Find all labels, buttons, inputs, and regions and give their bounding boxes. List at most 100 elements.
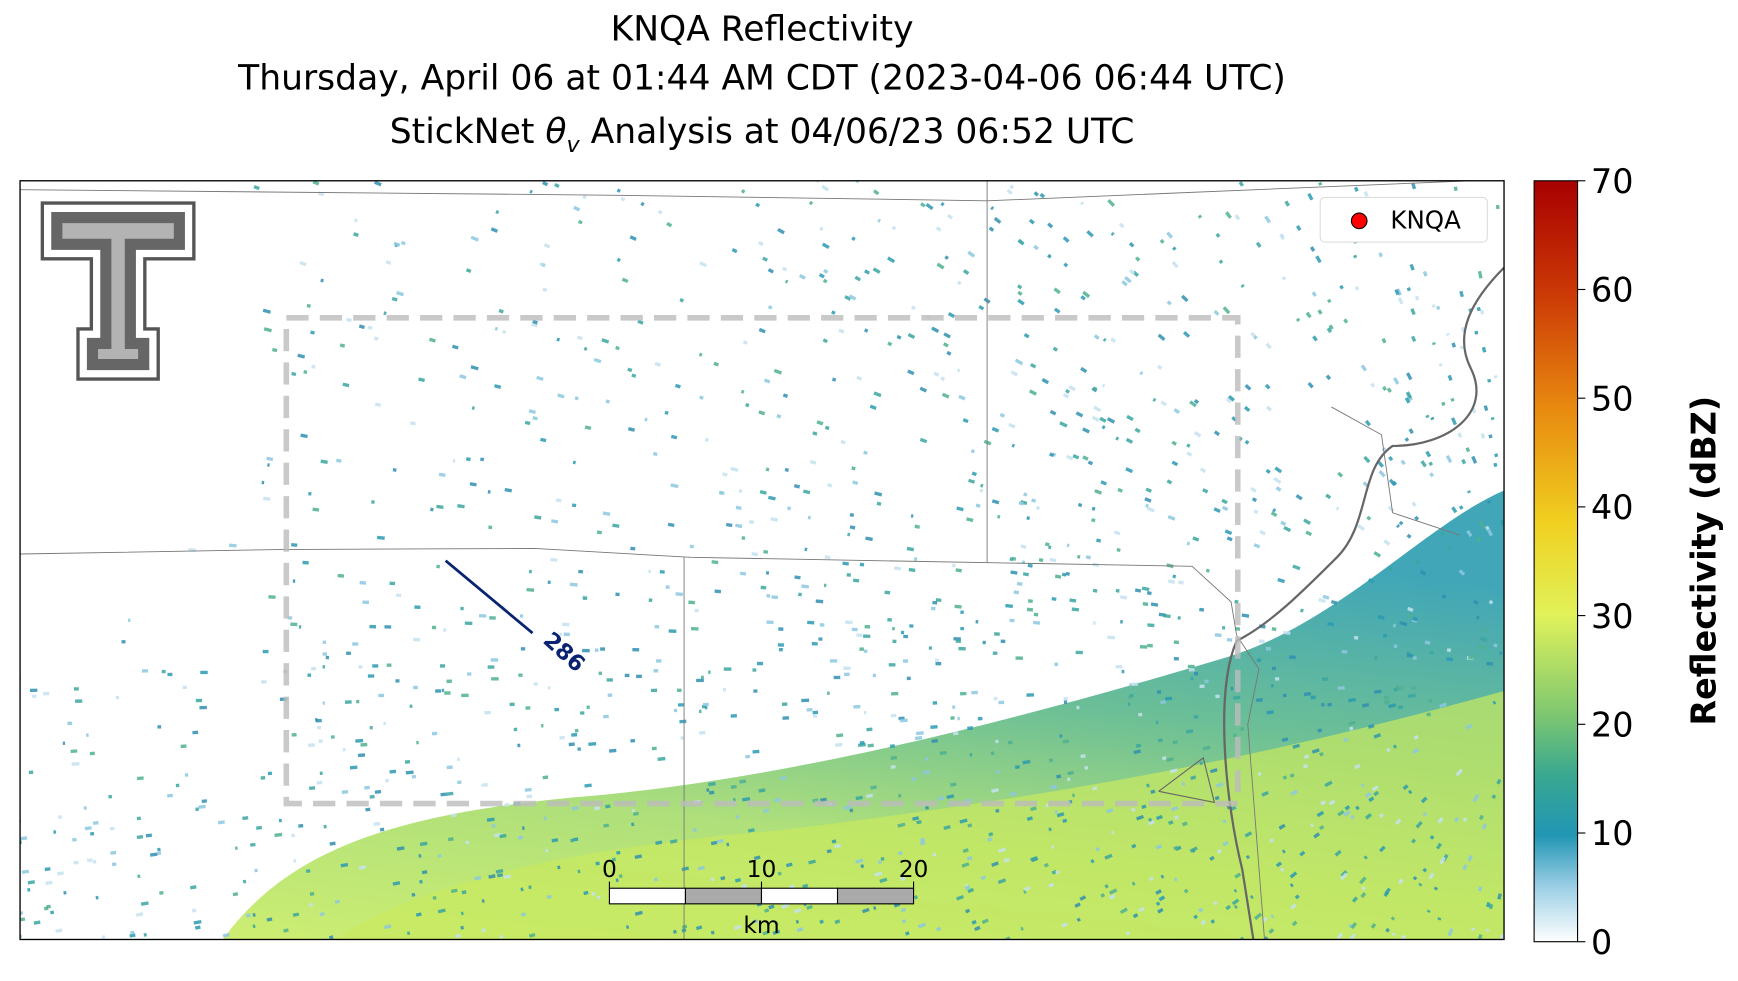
echo-pixel [1155,844,1163,850]
echo-region [334,691,1505,940]
echo-pixel [1390,916,1396,921]
map-area: 286 [20,180,1505,940]
echo-pixel [806,707,813,712]
echo-pixel [1142,602,1149,607]
echo-pixel [1161,756,1167,761]
echo-pixel [819,226,824,232]
echo-pixel [586,705,590,709]
echo-pixel [930,606,936,611]
legend-label: KNQA [1390,206,1461,235]
echo-pixel [793,908,802,914]
state-border [1223,266,1505,940]
echo-pixel [369,794,375,799]
echo-pixel [849,525,856,530]
echo-pixel [1056,812,1065,818]
echo-pixel [1080,295,1086,301]
echo-pixel [1193,431,1202,438]
echo-pixel [1291,920,1298,927]
echo-pixel [543,243,551,249]
echo-pixel [1350,922,1358,930]
echo-pixel [1268,928,1275,934]
echo-pixel [843,805,852,810]
echo-pixel [897,851,903,856]
echo-pixel [1061,572,1067,577]
echo-pixel [545,848,549,853]
echo-pixel [1265,342,1272,350]
echo-pixel [900,630,905,635]
echo-pixel [1309,823,1314,828]
echo-pixel [829,659,838,663]
echo-pixel [1226,536,1233,542]
echo-pixel [975,503,981,508]
scale-tick-label: 10 [747,855,777,883]
echo-pixel [430,507,434,512]
echo-pixel [770,517,779,522]
echo-pixel [1171,460,1179,467]
echo-pixel [892,626,895,631]
echo-pixel [1310,695,1316,700]
echo-pixel [1131,843,1137,849]
echo-pixel [262,649,269,654]
echo-pixel [1155,901,1161,907]
echo-pixel [1225,397,1232,404]
echo-pixel [1426,909,1431,914]
echo-pixel [1422,867,1428,873]
echo-pixel [784,279,789,284]
echo-pixel [631,822,635,827]
echo-pixel [502,329,507,334]
echo-pixel [311,364,316,369]
echo-pixel [967,250,976,258]
echo-pixel [405,770,414,775]
echo-pixel [781,266,788,272]
echo-pixel [200,670,208,675]
echo-pixel [1478,520,1486,529]
echo-pixel [1411,686,1417,691]
echo-pixel [445,791,454,796]
echo-pixel [913,557,918,561]
echo-pixel [946,350,952,356]
echo-pixel [1426,712,1432,717]
echo-pixel [1337,471,1344,478]
echo-pixel [1172,246,1177,251]
echo-pixel [956,506,964,512]
echo-pixel [1147,643,1153,648]
echo-pixel [818,273,825,279]
echo-pixel [1486,661,1494,666]
echo-pixel [1107,635,1116,640]
echo-pixel [872,267,881,274]
echo-pixel [339,343,346,348]
echo-pixel [636,674,642,679]
echo-pixel [1054,809,1059,814]
echo-pixel [931,738,938,744]
echo-pixel [1328,799,1336,806]
echo-pixel [1270,914,1275,919]
echo-pixel [1429,835,1435,840]
echo-pixel [356,699,360,704]
echo-pixel [706,788,710,792]
echo-pixel [991,499,1000,505]
echo-pixel [1200,919,1207,926]
echo-pixel [1420,460,1427,468]
echo-pixel [1349,726,1354,731]
echo-pixel [274,832,283,838]
echo-pixel [108,794,113,799]
echo-pixel [20,781,21,786]
echo-pixel [531,322,538,328]
echo-pixel [1486,902,1491,908]
echo-pixel [1295,317,1301,323]
echo-pixel [20,840,22,845]
echo-pixel [1399,620,1408,627]
echo-pixel [245,913,251,918]
echo-pixel [961,862,970,868]
echo-pixel [1107,199,1116,207]
echo-pixel [499,833,507,839]
echo-pixel [33,920,41,925]
echo-pixel [1166,479,1173,485]
echo-pixel [912,816,920,821]
echo-pixel [1173,877,1178,882]
echo-pixel [228,543,237,548]
echo-pixel [1275,861,1283,868]
echo-pixel [1240,726,1245,731]
echo-pixel [679,297,685,303]
echo-pixel [413,685,418,690]
